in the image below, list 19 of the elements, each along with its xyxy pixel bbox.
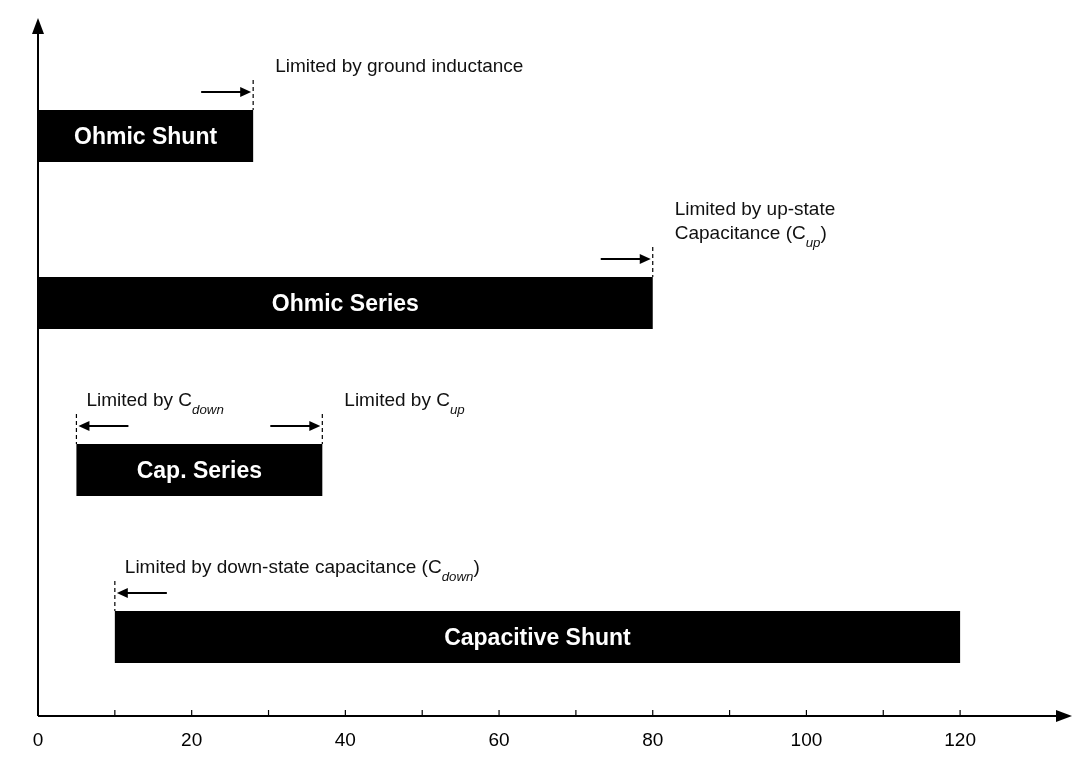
annotation: Limited by ground inductance (275, 55, 524, 76)
annotation: Limited by down-state capacitance (C$_{down}$) (124, 556, 480, 584)
bar (38, 277, 653, 329)
y-tick-label: Cap. Series (136, 457, 263, 483)
x-tick-label: 20 (181, 729, 203, 750)
x-tick-label: 40 (334, 729, 356, 750)
y-tick-label: Capacitive Shunt (444, 624, 632, 650)
annotation: Limited by up-state Capacitance (C$_{up}$) (674, 198, 836, 250)
x-tick-label: 80 (642, 729, 664, 750)
y-tick-label: Ohmic Shunt (74, 123, 218, 149)
bar (76, 444, 323, 496)
bar (114, 611, 961, 663)
x-tick-label: 120 (944, 729, 976, 750)
y-tick-label: Ohmic Series (271, 290, 419, 316)
x-tick-label: 60 (488, 729, 510, 750)
annotation: Limited by C$_{up}$ (344, 389, 465, 417)
x-tick-label: 0 (32, 729, 44, 750)
x-tick-label: 100 (790, 729, 823, 750)
annotation: Limited by C$_{down}$ (86, 389, 224, 417)
